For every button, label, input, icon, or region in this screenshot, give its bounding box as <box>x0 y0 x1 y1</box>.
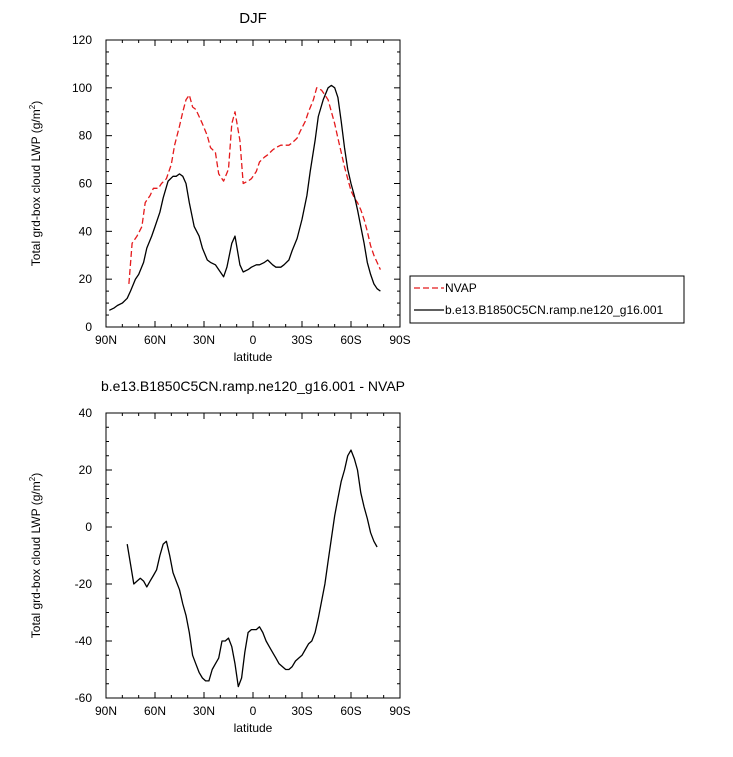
y-axis-label-close: ) <box>29 101 43 105</box>
x-tick-label: 30N <box>193 704 215 718</box>
x-tick-label: 60N <box>144 333 166 347</box>
chart-title: DJF <box>239 10 267 27</box>
y-axis-label-text: Total grd-box cloud LWP (g/m <box>29 481 43 638</box>
y-tick-label: 120 <box>72 33 92 47</box>
y-axis-label: Total grd-box cloud LWP (g/m2) <box>28 473 43 638</box>
x-tick-label: 90S <box>389 704 410 718</box>
y-tick-label: -20 <box>75 577 93 591</box>
legend-label-1: NVAP <box>445 281 477 295</box>
series-line-1 <box>128 87 381 284</box>
x-axis-label: latitude <box>234 350 273 364</box>
y-axis-label-close: ) <box>29 473 43 477</box>
x-tick-label: 60N <box>144 704 166 718</box>
y-tick-label: 40 <box>79 224 93 238</box>
y-tick-label: 60 <box>79 177 93 191</box>
plot-frame <box>105 412 401 699</box>
y-tick-label: 80 <box>79 129 93 143</box>
y-tick-label: 40 <box>79 406 93 420</box>
x-axis-label: latitude <box>234 721 273 735</box>
x-tick-label: 30S <box>291 333 312 347</box>
y-axis-label-superscript: 2 <box>28 476 37 481</box>
x-tick-label: 90N <box>95 704 117 718</box>
y-tick-label: 20 <box>79 272 93 286</box>
chart-title: b.e13.B1850C5CN.ramp.ne120_g16.001 - NVA… <box>101 378 405 394</box>
x-tick-label: 0 <box>250 333 257 347</box>
y-tick-label: 0 <box>85 520 92 534</box>
x-tick-label: 0 <box>250 704 257 718</box>
x-tick-label: 60S <box>340 704 361 718</box>
x-tick-label: 60S <box>340 333 361 347</box>
y-axis-label: Total grd-box cloud LWP (g/m2) <box>28 101 43 266</box>
x-tick-label: 30N <box>193 333 215 347</box>
y-axis-label-superscript: 2 <box>28 104 37 109</box>
y-tick-label: 0 <box>85 320 92 334</box>
chart-panel-1: DJF 90N 60N 30N 0 30S 60S 90S 0 20 40 60 80 100 120 lat… <box>28 10 685 364</box>
x-tick-label: 90N <box>95 333 117 347</box>
y-tick-label: 20 <box>79 463 93 477</box>
y-tick-label: -60 <box>75 691 93 705</box>
legend-box <box>409 275 685 324</box>
plot-frame <box>105 39 401 328</box>
legend-label-2: b.e13.B1850C5CN.ramp.ne120_g16.001 <box>445 303 663 317</box>
x-tick-label: 90S <box>389 333 410 347</box>
y-axis-label-text: Total grd-box cloud LWP (g/m <box>29 109 43 266</box>
series-line-1 <box>126 449 378 688</box>
legend: NVAP b.e13.B1850C5CN.ramp.ne120_g16.001 <box>409 275 685 324</box>
series-line-2 <box>109 84 381 311</box>
chart-panel-2: b.e13.B1850C5CN.ramp.ne120_g16.001 - NVA… <box>28 378 411 735</box>
y-tick-label: 100 <box>72 81 92 95</box>
x-tick-label: 30S <box>291 704 312 718</box>
y-tick-label: -40 <box>75 634 93 648</box>
